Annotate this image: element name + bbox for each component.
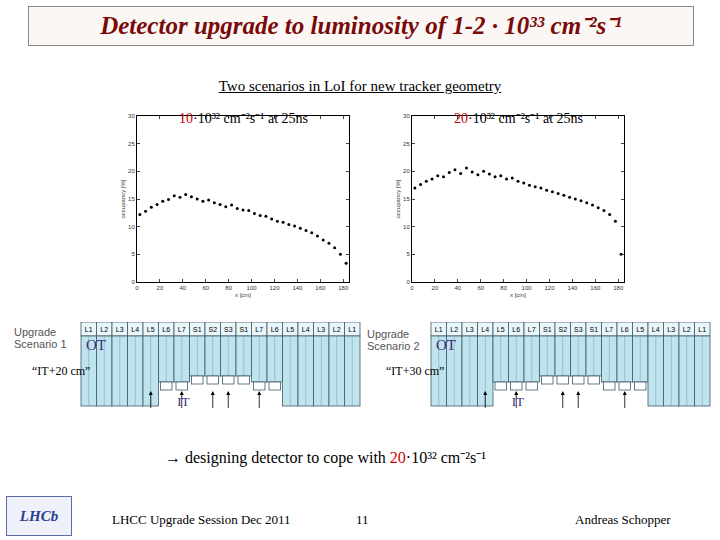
svg-text:40: 40 <box>454 285 461 291</box>
svg-text:10: 10 <box>403 224 410 230</box>
svg-text:5: 5 <box>131 251 135 257</box>
html-text:LHCC Upgrade Session Dec 2011: LHCC Upgrade Session Dec 2011 <box>112 512 291 527</box>
html-text:“IT+30 cm”: “IT+30 cm” <box>386 364 445 378</box>
svg-text:0: 0 <box>131 279 135 285</box>
svg-text:15: 15 <box>128 196 135 202</box>
svg-text:180: 180 <box>613 285 624 291</box>
svg-text:occupancy [%]: occupancy [%] <box>120 179 126 218</box>
svg-text:S1: S1 <box>193 326 202 333</box>
svg-text:L2: L2 <box>333 326 341 333</box>
svg-text:100: 100 <box>522 285 533 291</box>
svg-text:80: 80 <box>225 285 232 291</box>
svg-text:x [cm]: x [cm] <box>510 292 526 298</box>
svg-text:0: 0 <box>410 285 414 291</box>
svg-text:OT: OT <box>86 337 106 353</box>
svg-text:30: 30 <box>128 113 135 119</box>
svg-text:0: 0 <box>406 279 410 285</box>
svg-text:S1: S1 <box>543 326 552 333</box>
svg-text:25: 25 <box>403 141 410 147</box>
html-text:Andreas Schopper: Andreas Schopper <box>575 512 671 527</box>
svg-text:40: 40 <box>179 285 186 291</box>
svg-text:L3: L3 <box>116 326 124 333</box>
svg-text:20: 20 <box>128 168 135 174</box>
svg-text:L2: L2 <box>100 326 108 333</box>
svg-text:20: 20 <box>432 285 439 291</box>
svg-text:OT: OT <box>436 337 456 353</box>
html-text:Two scenarios in LoI for new t: Two scenarios in LoI for new tracker geo… <box>218 78 502 94</box>
svg-text:S3: S3 <box>224 326 233 333</box>
svg-text:160: 160 <box>315 285 326 291</box>
svg-text:L3: L3 <box>317 326 325 333</box>
svg-text:S2: S2 <box>208 326 217 333</box>
svg-text:L3: L3 <box>466 326 474 333</box>
svg-text:140: 140 <box>567 285 578 291</box>
svg-text:L7: L7 <box>255 326 263 333</box>
html-text:→ designing detector to cope w: → designing detector to cope with 20 ·10… <box>165 449 487 466</box>
svg-text:L5: L5 <box>286 326 294 333</box>
svg-text:S1: S1 <box>589 326 598 333</box>
svg-text:L6: L6 <box>621 326 629 333</box>
html-text:Scenario 1: Scenario 1 <box>14 338 67 350</box>
svg-text:0: 0 <box>135 285 139 291</box>
svg-text:L2: L2 <box>450 326 458 333</box>
html-text:Upgrade: Upgrade <box>367 328 410 340</box>
svg-text:L4: L4 <box>131 326 139 333</box>
svg-text:S3: S3 <box>574 326 583 333</box>
svg-text:100: 100 <box>247 285 258 291</box>
html-text:Detector upgrade to luminosity: Detector upgrade to luminosity of 1-2 · … <box>100 12 622 39</box>
svg-text:L7: L7 <box>605 326 613 333</box>
svg-text:10·10³² cm⁻²s⁻¹ at 25ns: 10·10³² cm⁻²s⁻¹ at 25ns <box>179 111 308 126</box>
svg-text:L6: L6 <box>512 326 520 333</box>
svg-text:L4: L4 <box>481 326 489 333</box>
svg-text:L1: L1 <box>435 326 443 333</box>
svg-text:15: 15 <box>403 196 410 202</box>
svg-text:L6: L6 <box>162 326 170 333</box>
svg-text:L3: L3 <box>667 326 675 333</box>
svg-text:occupancy [%]: occupancy [%] <box>395 179 401 218</box>
html-text:Upgrade: Upgrade <box>14 326 57 338</box>
svg-text:L7: L7 <box>528 326 536 333</box>
svg-text:160: 160 <box>590 285 601 291</box>
html-text:11: 11 <box>356 512 369 527</box>
svg-text:20: 20 <box>403 168 410 174</box>
svg-text:x [cm]: x [cm] <box>235 292 251 298</box>
svg-text:L4: L4 <box>652 326 660 333</box>
svg-text:10: 10 <box>128 224 135 230</box>
svg-text:S1: S1 <box>239 326 248 333</box>
svg-text:L7: L7 <box>178 326 186 333</box>
svg-text:5: 5 <box>406 251 410 257</box>
svg-text:20·10³² cm⁻²s⁻¹ at 25ns: 20·10³² cm⁻²s⁻¹ at 25ns <box>454 111 583 126</box>
svg-text:L5: L5 <box>636 326 644 333</box>
svg-text:IT: IT <box>177 394 189 409</box>
svg-text:140: 140 <box>292 285 303 291</box>
svg-text:80: 80 <box>500 285 507 291</box>
svg-text:L6: L6 <box>271 326 279 333</box>
svg-text:L2: L2 <box>683 326 691 333</box>
svg-text:L5: L5 <box>497 326 505 333</box>
svg-text:60: 60 <box>477 285 484 291</box>
svg-text:L4: L4 <box>302 326 310 333</box>
svg-text:20: 20 <box>157 285 164 291</box>
html-text:Scenario 2: Scenario 2 <box>367 340 420 352</box>
svg-text:120: 120 <box>270 285 281 291</box>
svg-text:25: 25 <box>128 141 135 147</box>
svg-text:L1: L1 <box>85 326 93 333</box>
svg-text:180: 180 <box>338 285 349 291</box>
svg-text:30: 30 <box>403 113 410 119</box>
html-text:LHCb: LHCb <box>19 508 59 524</box>
svg-text:L1: L1 <box>698 326 706 333</box>
html-text:“IT+20 cm”: “IT+20 cm” <box>32 364 91 378</box>
svg-text:L5: L5 <box>147 326 155 333</box>
svg-text:IT: IT <box>512 394 524 409</box>
svg-text:L1: L1 <box>348 326 356 333</box>
svg-text:120: 120 <box>545 285 556 291</box>
svg-text:S2: S2 <box>558 326 567 333</box>
svg-text:60: 60 <box>202 285 209 291</box>
